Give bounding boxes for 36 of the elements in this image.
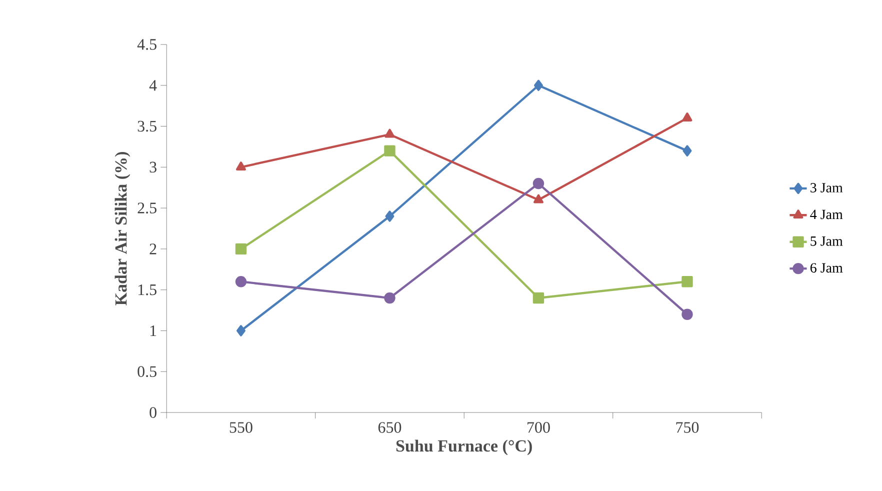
point — [532, 292, 544, 304]
point — [236, 325, 246, 336]
y-tick-label: 2 — [150, 244, 156, 254]
x-tick-label: 750 — [676, 422, 699, 433]
y-tick-label: 4 — [149, 80, 157, 91]
point — [235, 243, 247, 255]
point — [682, 145, 692, 156]
point — [534, 80, 543, 91]
legend-label: 6 Jam — [810, 263, 843, 273]
y-tick-label: 3.5 — [138, 120, 156, 132]
x-tick-label: 700 — [528, 422, 550, 433]
y-tick-label: 0 — [150, 407, 156, 418]
legend-label: 5 Jam — [810, 236, 843, 246]
y-tick-label: 3 — [150, 162, 156, 173]
point — [682, 112, 692, 122]
x-tick-label: 550 — [230, 422, 252, 433]
point — [385, 210, 394, 222]
point — [682, 276, 693, 288]
point — [384, 145, 396, 156]
y-tick-label: 1.5 — [138, 284, 156, 296]
legend-label: 3 Jam — [810, 183, 843, 192]
point — [682, 308, 693, 320]
point — [236, 162, 246, 171]
legend-label: 4 Jam — [810, 210, 843, 220]
point — [235, 276, 247, 288]
y-axis-title: Kadar Air Silika (%) — [114, 152, 130, 306]
point — [384, 128, 395, 138]
x-tick-label: 650 — [378, 422, 402, 433]
point — [384, 292, 396, 304]
y-tick-label: 2.5 — [138, 202, 156, 214]
y-tick-label: 1 — [150, 325, 156, 336]
point — [532, 178, 544, 190]
y-tick-label: 0.5 — [138, 366, 156, 378]
y-tick-label: 4.5 — [137, 39, 156, 50]
point — [533, 194, 544, 204]
x-axis-title: Suhu Furnace (°C) — [396, 440, 532, 456]
